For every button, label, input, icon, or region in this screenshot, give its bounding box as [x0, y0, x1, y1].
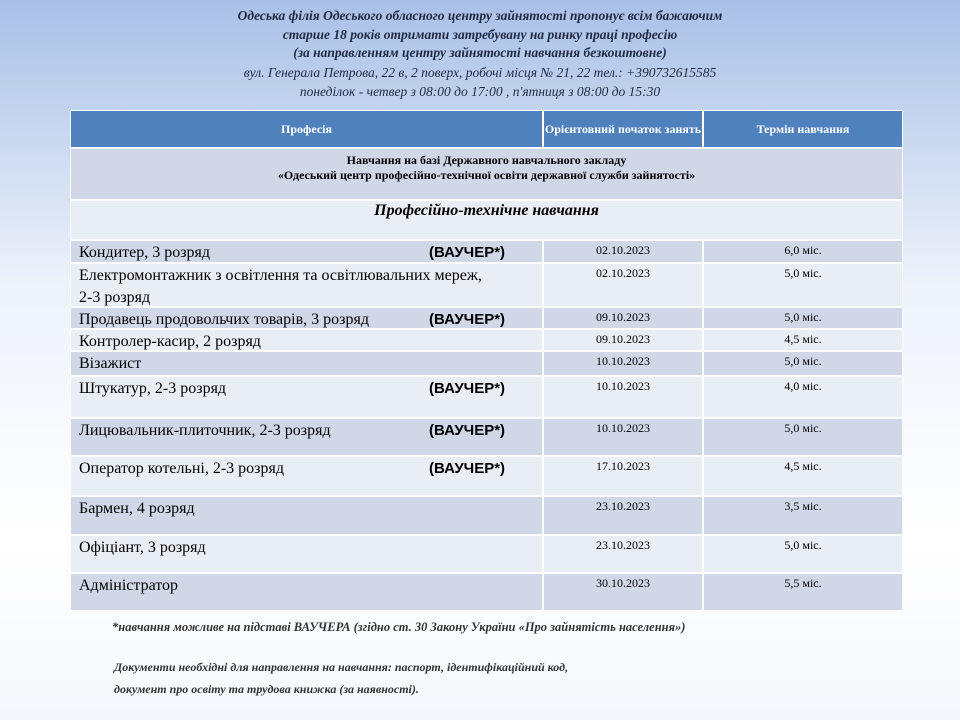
start-date: 17.10.2023 [543, 456, 703, 496]
profession-cell: Оператор котельні, 2-3 розряд (ВАУЧЕР*) [70, 456, 543, 496]
start-date: 10.10.2023 [543, 376, 703, 418]
profession: Візажист [79, 355, 142, 372]
profession-cell: Контролер-касир, 2 розряд [70, 329, 543, 351]
start-date: 02.10.2023 [543, 263, 703, 307]
term: 5,0 міс. [703, 351, 903, 376]
start-date: 09.10.2023 [543, 307, 703, 329]
start-date: 09.10.2023 [543, 329, 703, 351]
term: 5,0 міс. [703, 418, 903, 456]
term: 4,5 міс. [703, 456, 903, 496]
profession-cell: Бармен, 4 розряд [70, 496, 543, 535]
voucher: (ВАУЧЕР*) [429, 460, 506, 477]
start-date: 10.10.2023 [543, 418, 703, 456]
profession: Контролер-касир, 2 розряд [79, 333, 261, 350]
header-line: Одеська філія Одеського обласного центру… [237, 8, 723, 23]
profession-cell: Кондитер, 3 розряд (ВАУЧЕР*) [70, 240, 543, 263]
documents-line: документ про освіту та трудова книжка (з… [114, 682, 419, 696]
term: 5,0 міс. [703, 307, 903, 329]
profession: Лицювальник-плиточник, 2-3 розряд [79, 422, 331, 439]
header-line: вул. Генерала Петрова, 22 в, 2 поверх, р… [243, 65, 717, 80]
subsection-row: Професійно-технічне навчання [70, 200, 903, 240]
term: 4,5 міс. [703, 329, 903, 351]
start-date: 10.10.2023 [543, 351, 703, 376]
header-line: понеділок - четвер з 08:00 до 17:00 , п'… [299, 84, 661, 99]
voucher: (ВАУЧЕР*) [429, 311, 506, 328]
voucher: (ВАУЧЕР*) [429, 422, 506, 439]
term: 6,0 міс. [703, 240, 903, 263]
column-header: Термін навчання [703, 110, 903, 148]
start-date: 02.10.2023 [543, 240, 703, 263]
term: 5,5 міс. [703, 573, 903, 611]
profession-cell: Візажист [70, 351, 543, 376]
profession: Штукатур, 2-3 розряд [79, 380, 227, 397]
header-line: (за направленням центру зайнятості навча… [293, 45, 667, 60]
profession: Адміністратор [79, 577, 179, 594]
start-date: 30.10.2023 [543, 573, 703, 611]
term: 4,0 міс. [703, 376, 903, 418]
section-line: Навчання на базі Державного навчального … [346, 153, 627, 167]
voucher: (ВАУЧЕР*) [429, 380, 506, 397]
profession: Кондитер, 3 розряд [79, 244, 211, 261]
term: 5,0 міс. [703, 535, 903, 573]
voucher: (ВАУЧЕР*) [429, 244, 506, 261]
term: 5,0 міс. [703, 263, 903, 307]
documents-line: Документи необхідні для направлення на н… [114, 660, 569, 674]
column-header: Професія [70, 110, 543, 148]
profession: Продавець продовольчих товарів, 3 розряд [79, 311, 369, 328]
term: 3,5 міс. [703, 496, 903, 535]
profession: Офіціант, 3 розряд [79, 539, 206, 556]
section-row: Навчання на базі Державного навчального … [70, 148, 903, 200]
profession-cell: Офіціант, 3 розряд [70, 535, 543, 573]
profession-cell: Продавець продовольчих товарів, 3 розряд… [70, 307, 543, 329]
start-date: 23.10.2023 [543, 535, 703, 573]
section-line: «Одеський центр професійно-технічної осв… [277, 168, 696, 182]
profession: Бармен, 4 розряд [79, 500, 195, 517]
profession: Оператор котельні, 2-3 розряд [79, 460, 284, 477]
footnote: *навчання можливе на підставі ВАУЧЕРА (з… [112, 620, 686, 634]
column-header: Орієнтовний початок занять [543, 110, 703, 148]
start-date: 23.10.2023 [543, 496, 703, 535]
profession-cell: Штукатур, 2-3 розряд (ВАУЧЕР*) [70, 376, 543, 418]
profession-cell: Електромонтажник з освітлення та освітлю… [70, 263, 543, 307]
profession-cell: Адміністратор [70, 573, 543, 611]
profession: Електромонтажник з освітлення та освітлю… [79, 267, 482, 306]
profession-cell: Лицювальник-плиточник, 2-3 розряд (ВАУЧЕР… [70, 418, 543, 456]
header-line: старше 18 років отримати затребувану на … [282, 27, 678, 42]
